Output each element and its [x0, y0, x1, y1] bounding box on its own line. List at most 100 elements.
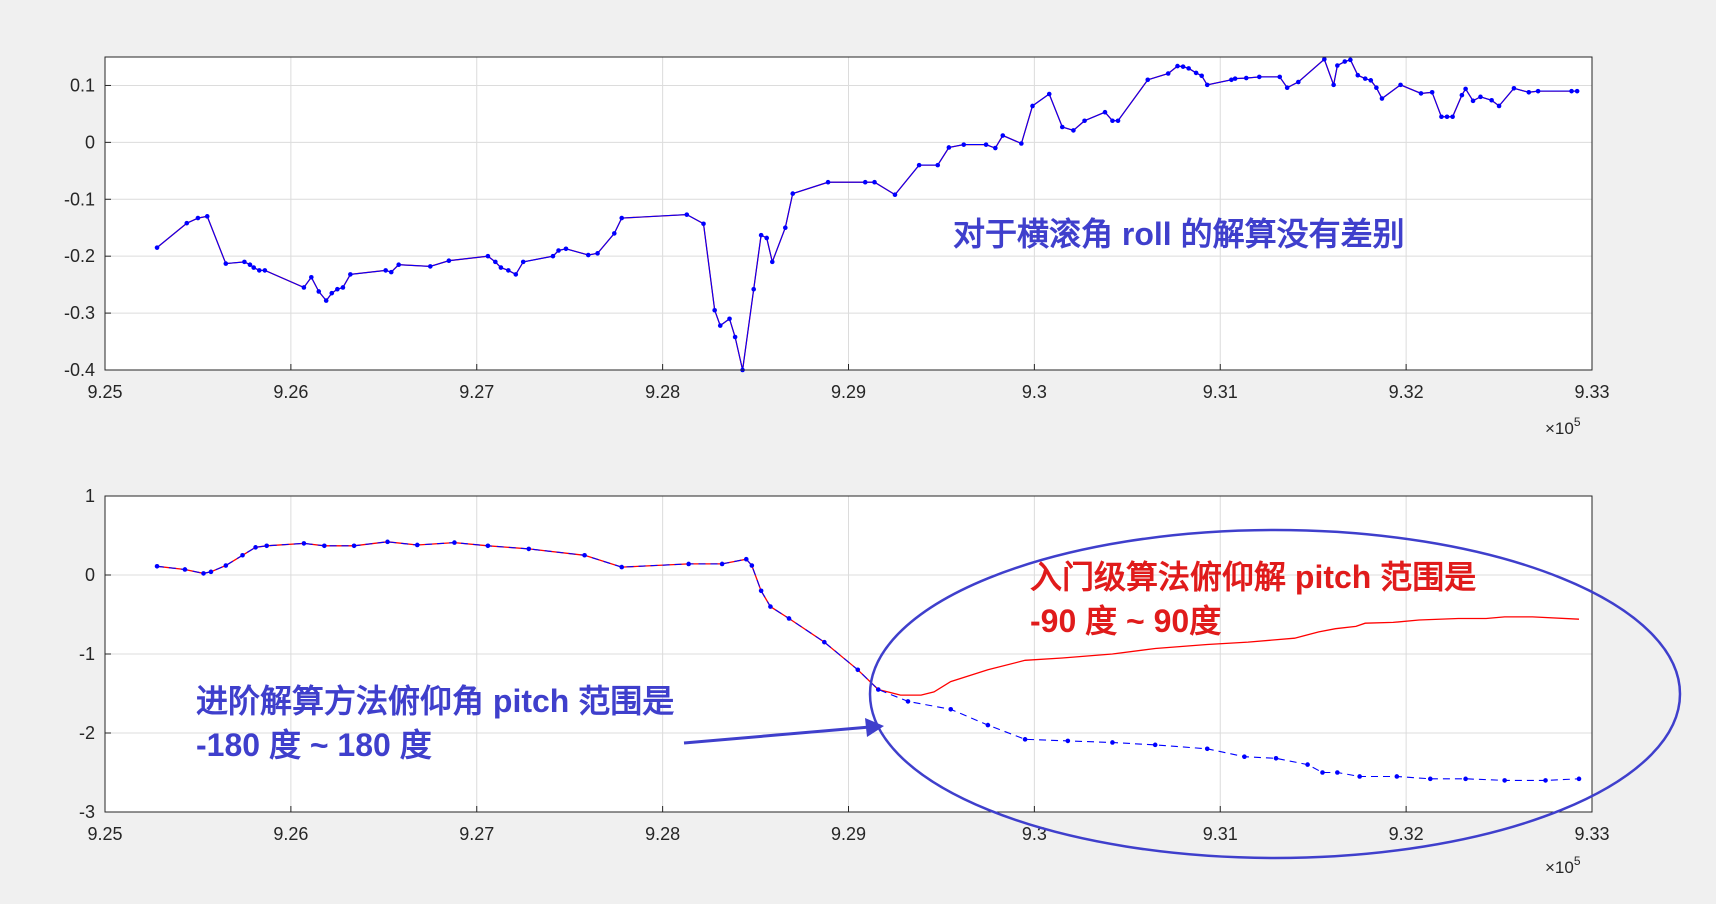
data-point-marker: [1256, 74, 1262, 80]
data-point-marker: [1065, 738, 1071, 744]
data-point-marker: [563, 246, 569, 252]
x-tick-label: 9.33: [1574, 824, 1609, 844]
x-tick-label: 9.25: [87, 824, 122, 844]
y-tick-label: 0.1: [70, 75, 95, 95]
data-point-marker: [758, 588, 764, 594]
data-point-marker: [1463, 776, 1468, 782]
data-point-marker: [383, 268, 388, 273]
data-point-marker: [301, 285, 307, 290]
data-point-marker: [1320, 770, 1325, 775]
data-point-marker: [1296, 79, 1301, 85]
data-point-marker: [1543, 778, 1548, 783]
data-point-marker: [1110, 740, 1115, 745]
x-tick-label: 9.3: [1022, 382, 1047, 402]
data-point-marker: [1335, 63, 1340, 68]
data-point-marker: [1398, 82, 1403, 88]
data-point-marker: [262, 268, 268, 273]
data-point-marker: [1030, 103, 1035, 109]
data-point-marker: [1357, 774, 1362, 779]
data-point-marker: [223, 261, 229, 266]
x-tick-label: 9.32: [1389, 382, 1424, 402]
roll-subplot: 9.25 9.26 9.27 9.28 9.29 9.3 9.31 9.32 9.33 0.1 0 -…: [64, 56, 1610, 438]
data-point-marker: [1204, 82, 1210, 88]
solved-series-line: [156, 541, 1580, 781]
y-tick-label: -2: [79, 723, 95, 743]
data-point-marker: [201, 571, 206, 576]
data-point-marker: [1165, 71, 1171, 76]
data-point-marker: [1305, 762, 1310, 767]
data-point-marker: [309, 274, 314, 280]
data-point-marker: [1394, 774, 1400, 779]
data-point-marker: [301, 541, 307, 546]
data-point-marker: [1374, 85, 1379, 91]
y-tick-label: -0.4: [64, 360, 95, 380]
data-point-marker: [719, 561, 725, 567]
data-point-marker: [1368, 78, 1374, 83]
data-point-marker: [1115, 118, 1121, 124]
data-point-marker: [961, 142, 967, 147]
data-point-marker: [1145, 77, 1151, 83]
data-point-marker: [182, 567, 188, 572]
data-point-marker: [329, 290, 335, 296]
data-point-marker: [316, 289, 322, 294]
data-point-marker: [769, 259, 775, 265]
data-point-marker: [1082, 118, 1087, 124]
data-point-marker: [348, 272, 353, 277]
data-point-marker: [783, 225, 788, 231]
data-point-marker: [184, 220, 190, 226]
data-point-marker: [916, 162, 922, 168]
data-point-marker: [768, 604, 773, 609]
data-point-marker: [1273, 755, 1279, 761]
data-point-marker: [686, 561, 691, 567]
data-point-marker: [786, 616, 792, 621]
data-point-marker: [825, 179, 831, 185]
data-point-marker: [256, 268, 262, 273]
data-point-marker: [751, 286, 757, 292]
data-point-marker: [790, 191, 796, 196]
data-point-marker: [204, 214, 210, 219]
pitch-subplot: 9.25 9.26 9.27 9.28 9.29 9.3 9.31 9.32 9.3310-1-…: [79, 486, 1682, 877]
roll-annotation: 对于横滚角 roll 的解算没有差别: [953, 216, 1405, 252]
data-point-marker: [208, 569, 214, 575]
red-annotation-line-1: 入门级算法俯仰解 pitch 范围是: [1030, 559, 1476, 595]
data-point-marker: [875, 687, 881, 692]
x-tick-label: 9.29: [831, 824, 866, 844]
data-point-marker: [526, 546, 532, 552]
blue-annotation-line-1: 进阶解算方法俯仰角 pitch 范围是: [196, 683, 674, 719]
y-tick-label: -0.2: [64, 246, 95, 266]
data-point-marker: [1022, 737, 1028, 742]
x-tick-label: 9.29: [831, 382, 866, 402]
data-point-marker: [414, 542, 420, 548]
data-point-marker: [743, 556, 749, 562]
data-point-marker: [1180, 64, 1186, 69]
data-point-marker: [585, 252, 591, 258]
data-point-marker: [1489, 97, 1494, 103]
x-tick-label: 9.31: [1203, 382, 1238, 402]
data-point-marker: [727, 316, 732, 322]
data-point-marker: [556, 248, 561, 253]
roll-x-exponent: ×105: [1545, 415, 1581, 438]
x-tick-label: 9.25: [87, 382, 122, 402]
data-point-marker: [1362, 76, 1368, 81]
data-point-marker: [446, 258, 452, 264]
data-point-marker: [154, 564, 160, 569]
data-point-marker: [717, 323, 723, 328]
data-point-marker: [388, 269, 394, 275]
data-point-marker: [1569, 88, 1574, 94]
data-point-marker: [513, 272, 519, 277]
data-point-marker: [498, 265, 504, 270]
data-point-marker: [485, 253, 491, 259]
data-point-marker: [1019, 141, 1024, 146]
data-point-marker: [1110, 118, 1115, 124]
x-tick-label: 9.28: [645, 824, 680, 844]
data-point-marker: [1379, 96, 1385, 101]
data-point-marker: [1526, 89, 1532, 95]
data-point-marker: [485, 543, 491, 549]
roll-tick-labels: 9.25 9.26 9.27 9.28 9.29 9.3 9.31 9.32 9.33 0.1 0 -…: [64, 75, 1610, 402]
data-point-marker: [351, 543, 357, 549]
data-point-marker: [582, 552, 587, 558]
x-tick-label: 9.26: [273, 382, 308, 402]
data-point-marker: [619, 564, 625, 570]
data-point-marker: [1331, 82, 1336, 88]
data-point-marker: [732, 334, 738, 340]
